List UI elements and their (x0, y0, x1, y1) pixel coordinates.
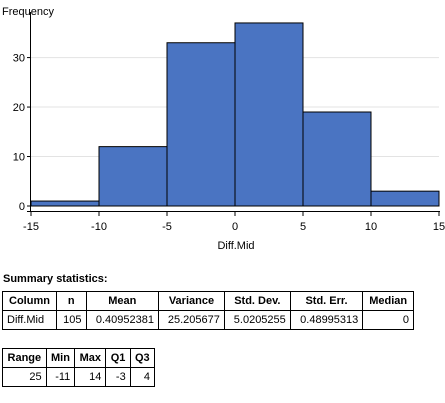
y-tick-label-30: 30 (13, 53, 25, 65)
table-cell: 25.205677 (158, 310, 225, 330)
column-header-column: Column (2, 291, 57, 311)
column-header-std-err: Std. Err. (289, 291, 364, 311)
column-header-n: n (55, 291, 87, 311)
histogram-bar-2 (166, 42, 236, 207)
y-axis-label: Frequency (2, 6, 54, 18)
x-tick-label--15: -15 (23, 221, 39, 233)
table-cell: 25 (2, 367, 47, 387)
table-row: 25 -11 14 -3 4 (2, 367, 156, 387)
histogram-bar-3 (234, 22, 304, 207)
table-cell: 0.48995313 (289, 310, 364, 330)
y-tick-label-10: 10 (13, 152, 25, 164)
table-cell: -3 (105, 367, 131, 387)
summary-title: Summary statistics: (3, 273, 108, 285)
table-row: Diff.Mid 105 0.40952381 25.205677 5.0205255 0… (2, 310, 414, 330)
table-cell: 14 (74, 367, 107, 387)
histogram-bar-4 (302, 111, 372, 207)
histogram-bars (30, 22, 440, 207)
ticks: 0 10 20 30 -15 -10 -5 0 5 10 15 (13, 53, 445, 233)
histogram-chart: 0 10 20 30 -15 -10 -5 0 5 10 15 Frequency Diff.Mid (2, 6, 445, 252)
column-header-min: Min (45, 348, 76, 368)
column-header-std-dev: Std. Dev. (223, 291, 291, 311)
x-tick-label-15: 15 (433, 221, 445, 233)
y-tick-label-20: 20 (13, 102, 25, 114)
column-header-max: Max (74, 348, 107, 368)
histogram-bar-1 (98, 146, 168, 207)
column-header-range: Range (2, 348, 47, 368)
column-header-q1: Q1 (105, 348, 131, 368)
table-cell: Diff.Mid (2, 310, 57, 330)
histogram-bar-5 (370, 190, 440, 207)
table-cell: -11 (45, 367, 76, 387)
x-tick-label-10: 10 (365, 221, 377, 233)
column-header-mean: Mean (85, 291, 159, 311)
table-cell: 105 (55, 310, 87, 330)
table-cell: 0 (362, 310, 414, 330)
x-tick-label--10: -10 (91, 221, 107, 233)
x-axis-label: Diff.Mid (217, 240, 254, 252)
x-tick-label-5: 5 (300, 221, 306, 233)
y-tick-label-0: 0 (19, 201, 25, 213)
x-tick-label-0: 0 (232, 221, 238, 233)
summary-stats-table: Column n Mean Variance Std. Dev. Std. Err. Med… (2, 291, 414, 330)
table-cell: 0.40952381 (85, 310, 159, 330)
histogram-bar-0 (30, 200, 100, 207)
column-header-median: Median (362, 291, 414, 311)
quartile-stats-table: Range Min Max Q1 Q3 25 -11 14 -3 4 (2, 348, 156, 387)
table-cell: 4 (129, 367, 156, 387)
column-header-variance: Variance (158, 291, 225, 311)
column-header-q3: Q3 (129, 348, 156, 368)
table-cell: 5.0205255 (223, 310, 291, 330)
x-tick-label--5: -5 (162, 221, 172, 233)
